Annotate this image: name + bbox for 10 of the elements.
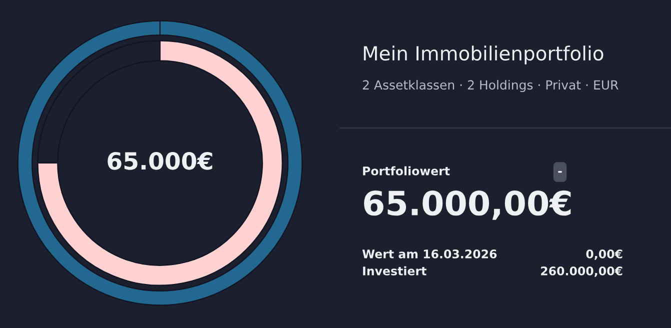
text: 0,00€ [586,249,622,260]
text: Wert am 16.03.2026 [362,249,497,258]
text: Portfoliowert [363,166,450,176]
text: 65.000€ [108,152,212,170]
text: Mein Immobilienportfolio [364,46,604,64]
text: 2 Assetklassen · 2 Holdings · Privat · EUR [362,80,618,92]
text: 65.000,00€ [364,190,571,220]
text: 260.000,00€ [541,266,622,277]
text: - [558,171,562,173]
text: Investiert [363,266,426,276]
